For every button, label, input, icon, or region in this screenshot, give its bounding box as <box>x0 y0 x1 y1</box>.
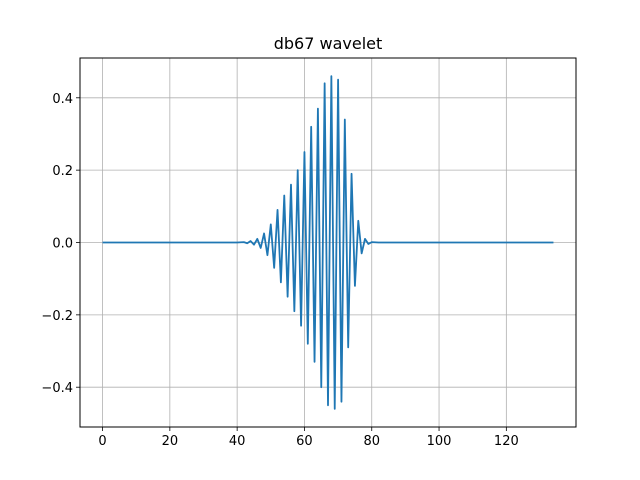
x-tick-label: 0 <box>98 434 106 449</box>
series-layer <box>102 75 554 410</box>
x-tick-label: 80 <box>363 434 380 449</box>
y-tick-label: 0.2 <box>52 164 73 179</box>
y-tick-label: −0.2 <box>41 309 73 324</box>
x-tick-label: 60 <box>296 434 313 449</box>
y-tick-label: −0.4 <box>41 381 73 396</box>
wavelet-series-line <box>102 75 554 410</box>
x-tick-label: 20 <box>162 434 179 449</box>
x-tick-label: 40 <box>229 434 246 449</box>
y-tick-label: 0.0 <box>52 237 73 252</box>
chart-title: db67 wavelet <box>274 34 383 53</box>
x-tick-label: 100 <box>427 434 452 449</box>
tick-layer: 0 20 40 60 80 100 120 −0.4 −0.2 0.0 0.2 0.4 <box>41 92 518 449</box>
x-tick-label: 120 <box>494 434 519 449</box>
y-tick-label: 0.4 <box>52 92 73 107</box>
